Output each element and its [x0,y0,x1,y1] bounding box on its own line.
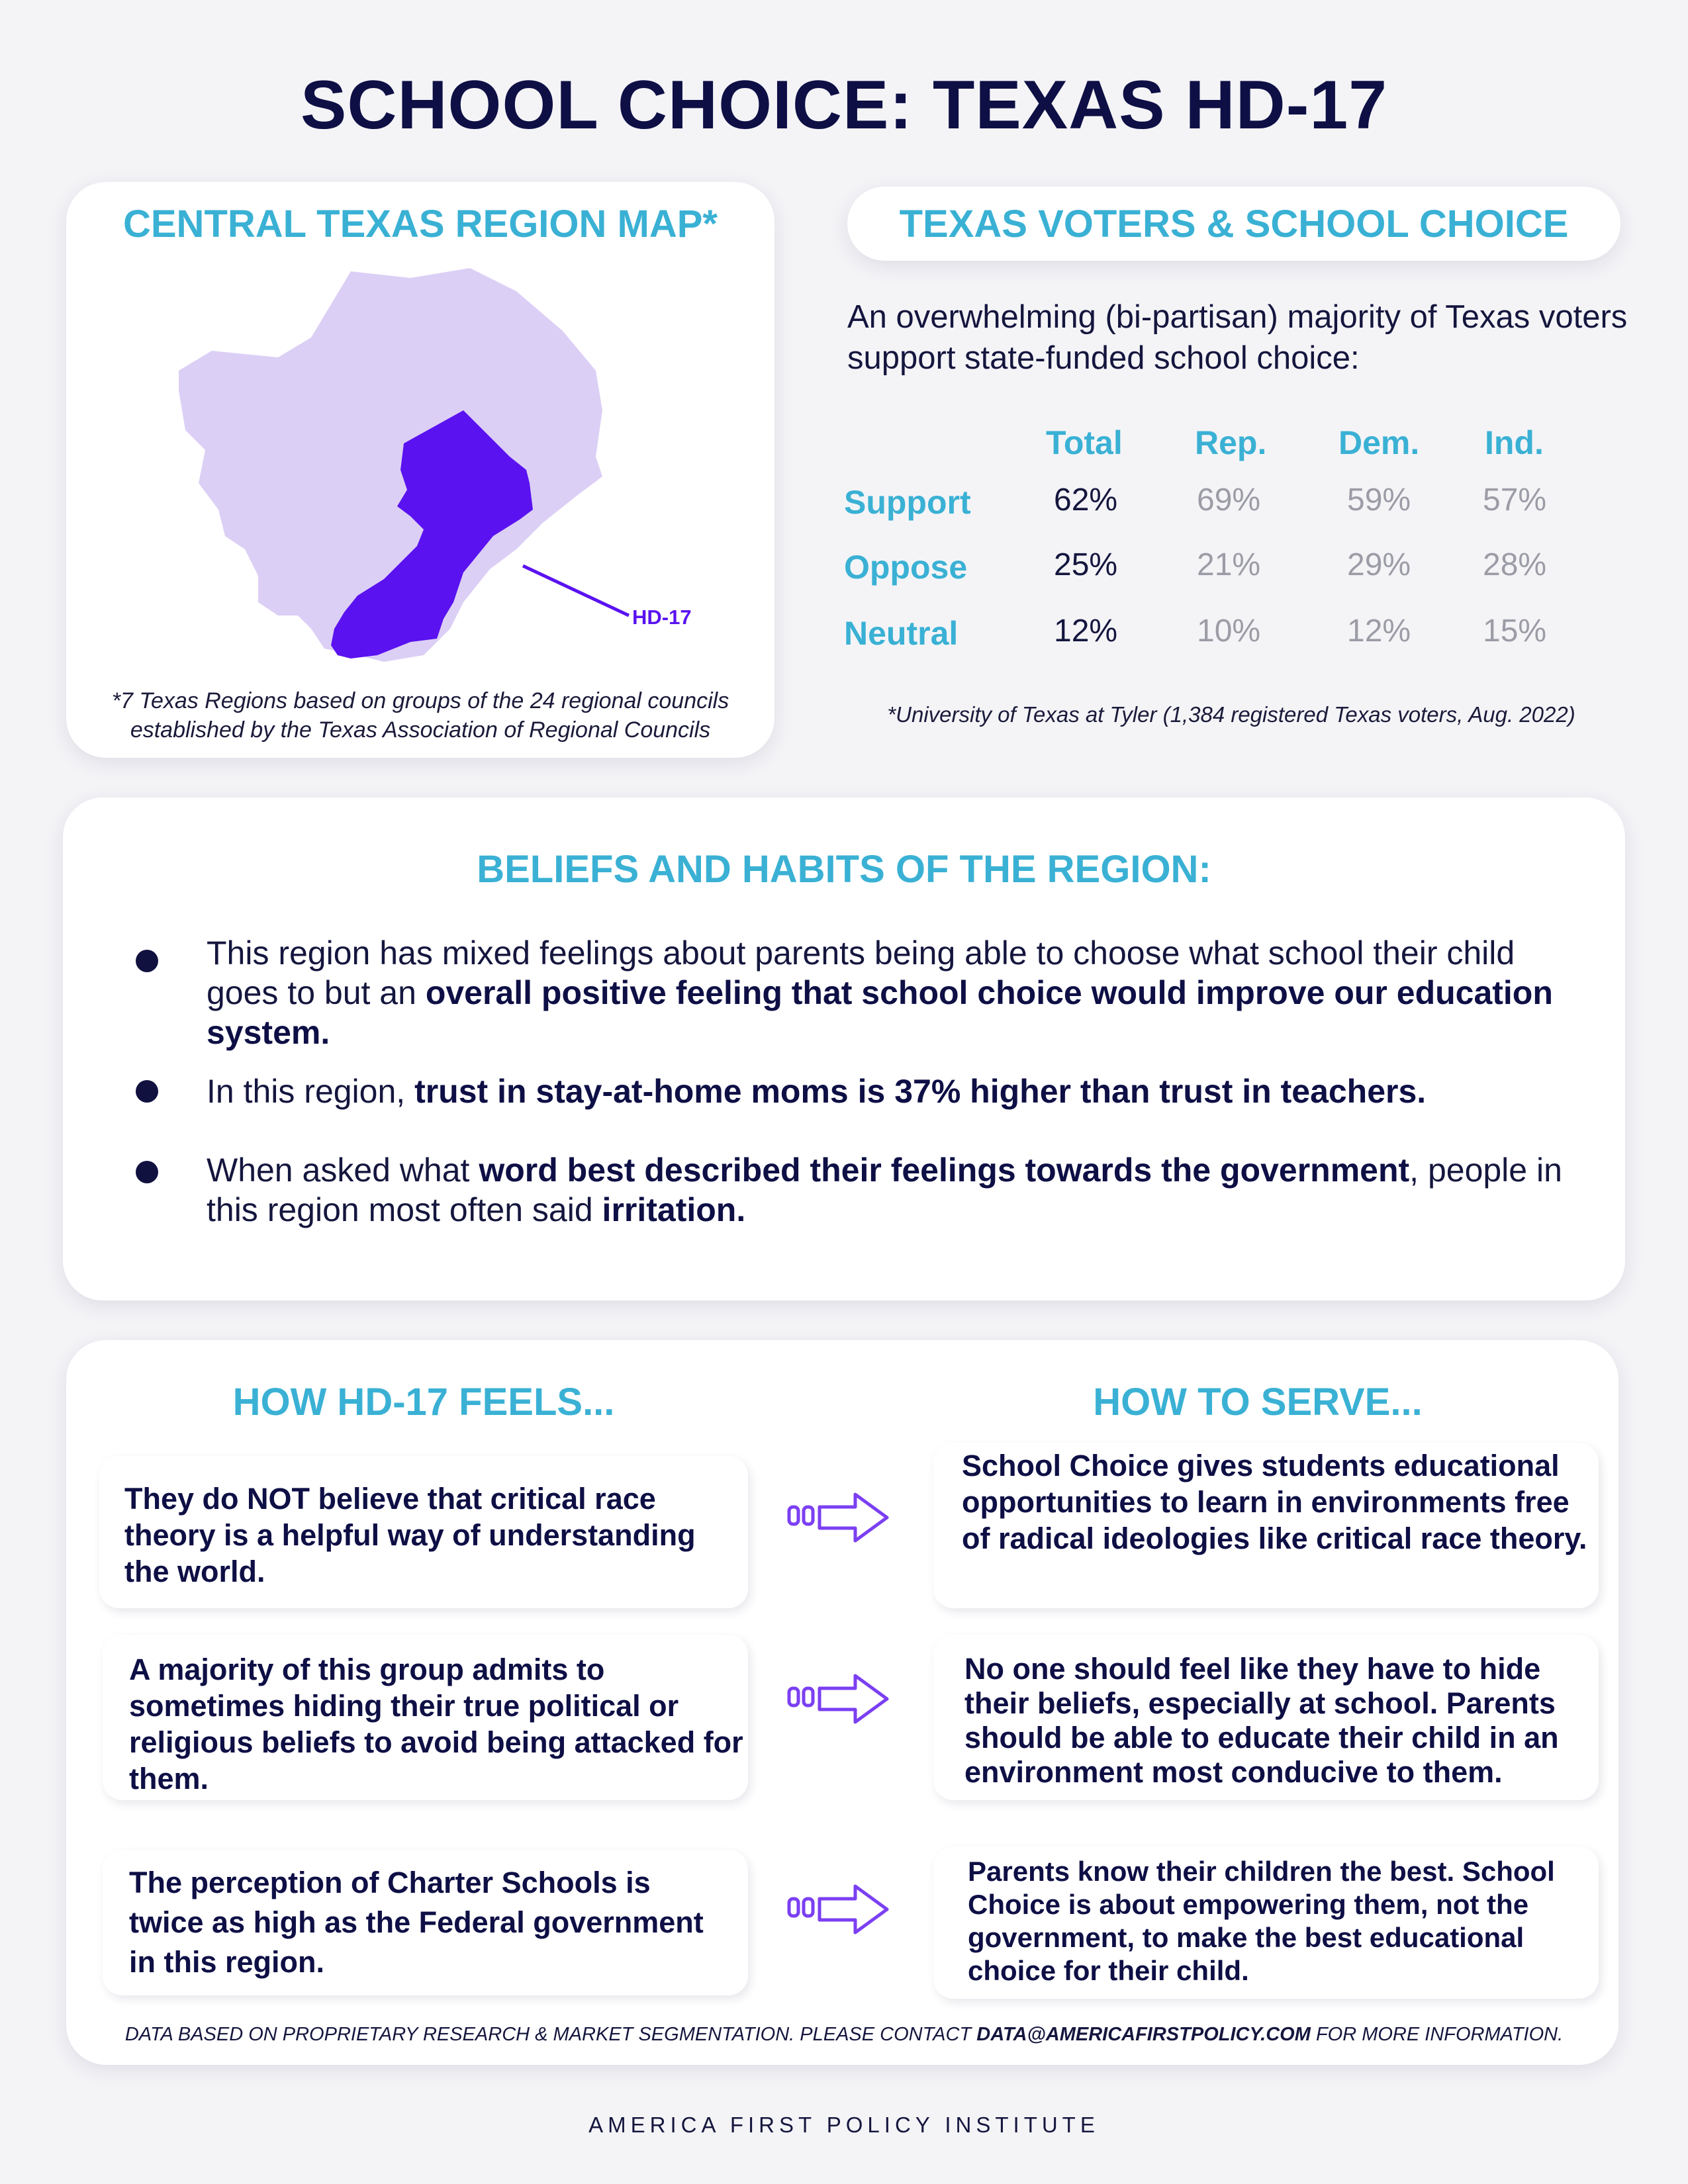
poll-source: *University of Texas at Tyler (1,384 reg… [887,702,1575,727]
col-header-dem: Dem. [1338,424,1420,461]
map-footnote-line-2: established by the Texas Association of … [130,717,711,743]
voters-heading: TEXAS VOTERS & SCHOOL CHOICE [899,203,1569,246]
feel-box-2 [103,1635,748,1800]
serve-box-1 [933,1443,1599,1608]
bullet-1-text: This region has mixed feelings about par… [207,934,1553,1051]
feel-text-3: The perception of Charter Schools is twi… [129,1866,704,1979]
beliefs-heading: BELIEFS AND HABITS OF THE REGION: [477,848,1211,891]
feel-text-2: A majority of this group admits to somet… [129,1653,743,1796]
oppose-dem: 29% [1347,547,1411,582]
col-header-total: Total [1046,424,1123,461]
serve-text-1: School Choice gives students educational… [962,1449,1587,1555]
serve-box-3 [933,1846,1599,1999]
page-title: SCHOOL CHOICE: TEXAS HD-17 [300,67,1388,144]
hd-17-pointer-line [522,564,630,617]
neutral-ind: 15% [1483,614,1547,649]
central-texas-region-shape [179,268,602,662]
support-ind: 57% [1483,482,1547,518]
region-map [179,268,630,662]
oppose-ind: 28% [1483,547,1547,582]
neutral-rep: 10% [1197,614,1261,649]
neutral-dem: 12% [1347,614,1411,649]
voters-heading-pill [847,187,1620,261]
contact-email-link[interactable]: DATA@AMERICAFIRSTPOLICY.COM [976,2024,1311,2045]
oppose-total: 25% [1054,547,1118,582]
arrow-right-icon [787,1492,889,1543]
voters-intro: An overwhelming (bi-partisan) majority o… [847,299,1628,376]
footer-note: DATA BASED ON PROPRIETARY RESEARCH & MAR… [124,2024,1564,2045]
support-rep: 69% [1197,482,1261,518]
feels-left-heading: HOW HD-17 FEELS... [232,1381,615,1424]
arrow-right-icon [787,1674,889,1724]
map-footnote-line-1: *7 Texas Regions based on groups of the … [111,688,729,713]
bullet-3-text: When asked what word best described thei… [207,1152,1562,1228]
serve-box-2 [933,1635,1599,1800]
col-header-rep: Rep. [1195,424,1267,461]
row-label-support: Support [844,484,971,521]
serve-text-3: Parents know their children the best. Sc… [968,1856,1555,1986]
feels-right-heading: HOW TO SERVE... [1093,1381,1423,1424]
oppose-rep: 21% [1197,547,1261,582]
beliefs-card [63,797,1625,1300]
organization-name: AMERICA FIRST POLICY INSTITUTE [588,2113,1100,2137]
col-header-ind: Ind. [1485,424,1544,461]
support-dem: 59% [1347,482,1411,518]
feel-box-3 [103,1850,748,1995]
row-label-oppose: Oppose [844,549,968,586]
neutral-total: 12% [1054,614,1118,649]
hd-17-district-shape [331,410,533,659]
region-map-heading: CENTRAL TEXAS REGION MAP* [122,203,718,246]
bullet-2-dot [136,1080,158,1103]
serve-text-2: No one should feel like they have to hid… [964,1652,1559,1789]
bullet-3-dot [136,1161,158,1183]
row-label-neutral: Neutral [844,615,959,652]
hd-17-label: HD-17 [632,606,692,629]
feel-text-1: They do NOT believe that critical race t… [124,1482,696,1588]
bullet-2-text: In this region, trust in stay-at-home mo… [207,1073,1427,1110]
support-total: 62% [1054,482,1118,518]
arrow-right-icon [787,1884,889,1934]
feel-box-1 [99,1456,748,1608]
bullet-1-dot [136,950,158,972]
